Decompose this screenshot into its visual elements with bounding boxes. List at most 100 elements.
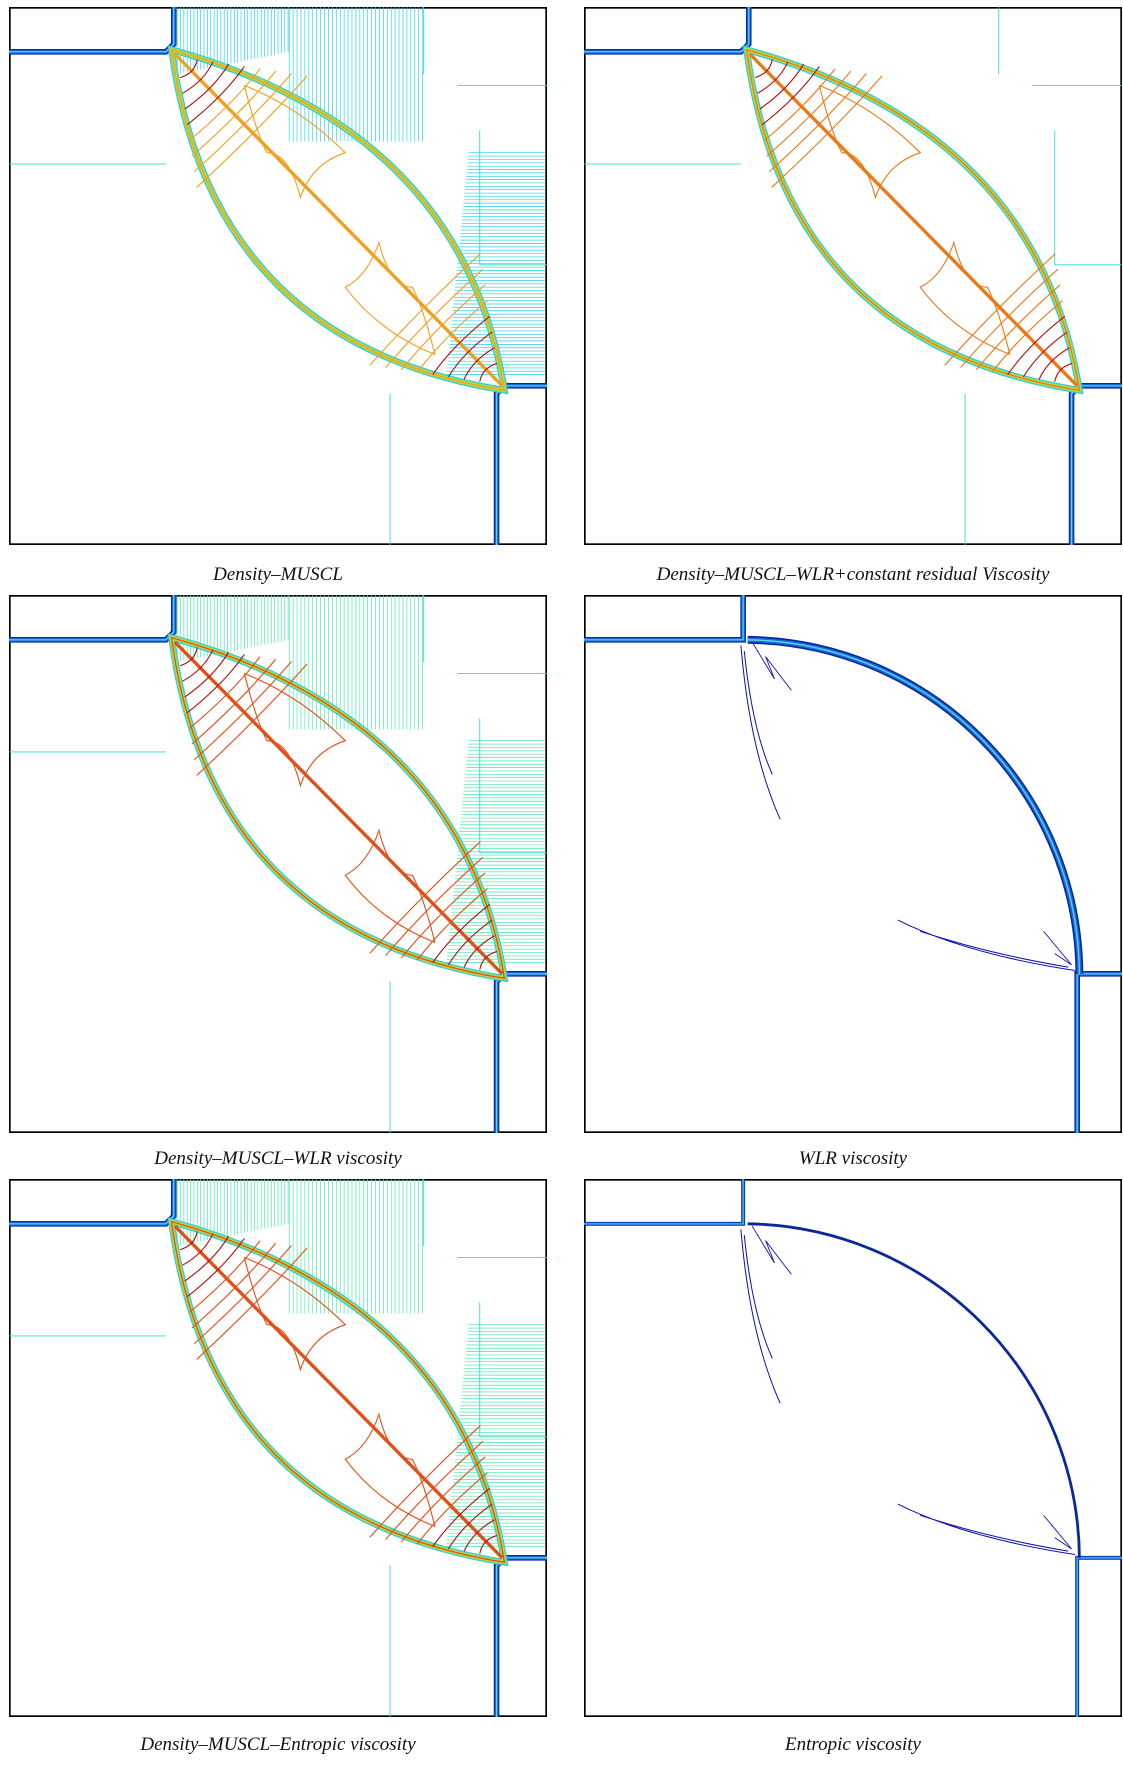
shock-line: [584, 7, 752, 55]
contour: [193, 661, 292, 761]
lens-boundary: [170, 636, 506, 980]
slip-line: [740, 645, 781, 820]
contour: [1007, 315, 1066, 375]
slip-line: [897, 1503, 1076, 1555]
contour: [191, 658, 277, 745]
shock-line: [9, 595, 177, 643]
contour: [1022, 331, 1068, 378]
contour-plot: [9, 595, 547, 1133]
slip-line: [751, 1225, 1072, 1550]
contour: [184, 651, 230, 698]
contour: [416, 300, 488, 373]
contour: [1054, 362, 1073, 382]
contour: [344, 240, 436, 355]
contour: [748, 52, 1079, 388]
contour: [416, 1472, 488, 1545]
contour: [179, 59, 198, 79]
contour: [759, 63, 805, 110]
contour: [463, 935, 495, 968]
contour: [975, 284, 1061, 371]
contour: [385, 268, 484, 368]
contour: [173, 640, 504, 976]
contour-plot: [584, 1179, 1122, 1717]
shock-line: [1075, 972, 1122, 1133]
contour: [757, 61, 789, 94]
shock-line: [584, 1179, 745, 1226]
lens-boundary: [170, 1220, 506, 1564]
shock-line: [9, 7, 175, 53]
contour: [193, 1245, 292, 1345]
shock-line: [9, 1179, 177, 1227]
contour: [991, 300, 1063, 373]
contour-plot: [9, 7, 547, 545]
caption: Density–MUSCL: [213, 564, 343, 585]
contour: [385, 856, 484, 956]
shock-line: [1075, 1556, 1122, 1717]
plot-panel: [584, 595, 1123, 1133]
contour-plot: [584, 7, 1122, 545]
contour: [243, 1256, 347, 1372]
contour-plot: [584, 595, 1122, 1133]
contour: [196, 663, 308, 776]
contour: [243, 84, 347, 200]
shock-arc: [747, 635, 1084, 974]
shock-line: [9, 1179, 175, 1225]
shock-line: [496, 973, 547, 1133]
plot-panel: [9, 595, 547, 1133]
caption: Entropic viscosity: [785, 1734, 921, 1755]
contour: [189, 656, 261, 729]
contour: [447, 1503, 493, 1550]
shock-line: [493, 383, 547, 545]
shock-line: [9, 7, 176, 54]
contour: [196, 1247, 308, 1360]
contour: [186, 1238, 245, 1298]
shock-line: [1068, 383, 1122, 545]
contour: [400, 1456, 486, 1543]
contour: [191, 1242, 277, 1329]
contour: [432, 903, 491, 963]
shock-line: [494, 384, 547, 545]
caption: WLR viscosity: [798, 1148, 908, 1169]
slip-line: [897, 919, 1076, 971]
contour: [385, 1440, 484, 1540]
contour: [463, 1519, 495, 1552]
contour: [193, 73, 292, 173]
contour: [196, 75, 308, 188]
contour: [919, 240, 1011, 355]
contour: [189, 1240, 261, 1313]
contour: [189, 68, 261, 141]
contour: [173, 52, 504, 388]
plot-panel: [584, 7, 1123, 545]
shock-line: [584, 595, 745, 642]
contour: [960, 268, 1059, 368]
slip-line: [740, 1229, 781, 1404]
shock-line: [494, 972, 547, 1133]
contour: [479, 362, 498, 382]
plot-panel: [9, 1179, 547, 1717]
contour: [182, 61, 214, 94]
contact: [9, 7, 547, 545]
contour: [243, 672, 347, 788]
contour: [400, 872, 486, 959]
contour: [463, 347, 495, 380]
contour: [447, 331, 493, 378]
contour: [400, 284, 486, 371]
contact: [9, 595, 547, 1133]
frame: [584, 7, 1122, 545]
contour: [432, 1487, 491, 1547]
caption: Density–MUSCL–Entropic viscosity: [140, 1734, 416, 1755]
contour: [447, 919, 493, 966]
shock-line: [584, 595, 746, 643]
contour: [369, 1425, 481, 1538]
shock-line: [1075, 1555, 1122, 1717]
shock-line: [584, 1179, 746, 1226]
contour: [944, 253, 1056, 366]
contour: [369, 253, 481, 366]
shock-line: [1071, 385, 1122, 545]
shock-line: [1076, 1557, 1122, 1717]
contour: [764, 68, 836, 141]
contour: [173, 1224, 504, 1560]
contour: [761, 66, 820, 126]
shock-line: [584, 1179, 744, 1225]
contour: [182, 1233, 214, 1266]
